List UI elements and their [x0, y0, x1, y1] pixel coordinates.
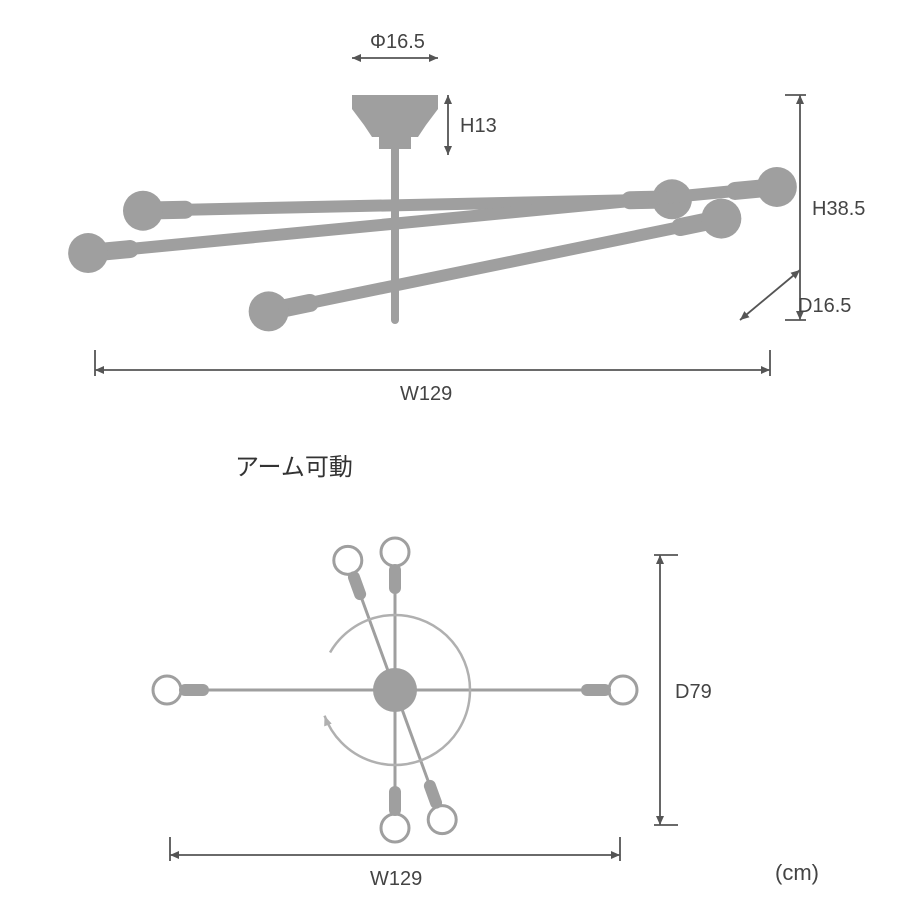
label-diameter: Φ16.5: [370, 31, 425, 53]
label-depth-spread: D79: [675, 681, 712, 703]
label-mount-height: H13: [460, 115, 497, 137]
label-width-side: W129: [400, 383, 452, 405]
label-width-top: W129: [370, 868, 422, 890]
dimension-diagram: Φ16.5 H13 H38.5 D16.5 W129 D79 W129 アーム可…: [0, 0, 900, 900]
top-plan-view: [153, 538, 637, 842]
label-depth-mount: D16.5: [798, 295, 851, 317]
side-elevation: [68, 95, 797, 331]
label-total-height: H38.5: [812, 198, 865, 220]
heading-arm-movable: アーム可動: [235, 454, 353, 481]
label-unit: (cm): [775, 860, 819, 885]
